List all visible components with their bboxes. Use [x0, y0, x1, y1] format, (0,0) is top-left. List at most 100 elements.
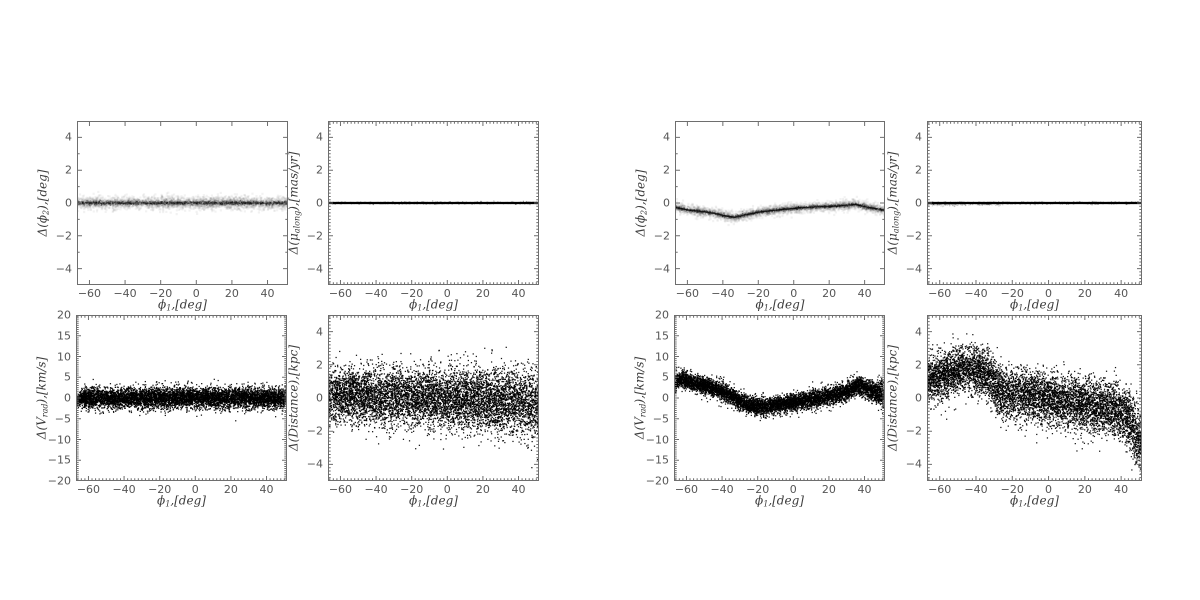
ylabel-subscript: along	[891, 210, 901, 234]
x-tick-label: 40	[259, 483, 274, 496]
x-tick-label: 40	[857, 287, 872, 300]
y-tick-label: 2	[915, 163, 922, 177]
y-tick-label: 4	[65, 130, 72, 144]
y-tick-label: 0	[915, 391, 922, 405]
x-tick-label: 0	[192, 287, 200, 300]
xlabel-suffix: ,[deg]	[768, 493, 804, 508]
y-tick-label: 4	[915, 130, 922, 144]
ylabel-prefix: Δ(ϕ	[633, 214, 648, 237]
y-tick-label: 2	[316, 163, 323, 177]
x-tick-label: −20	[746, 483, 770, 496]
y-axis-label: Δ(Vrad),[km/s]	[35, 357, 50, 439]
y-tick-label: −4	[905, 262, 922, 276]
xlabel-prefix: ϕ	[157, 493, 166, 508]
left-delta-mu-along-canvas	[328, 121, 539, 285]
x-tick-label: −60	[928, 483, 952, 496]
x-tick-label: −20	[400, 483, 424, 496]
x-tick-label: 20	[223, 483, 238, 496]
x-tick-label: 0	[1045, 483, 1053, 496]
y-tick-label: 0	[662, 391, 669, 405]
y-tick-label: −2	[905, 229, 922, 243]
y-tick-label: −4	[905, 457, 922, 471]
x-axis-label: ϕ1,[deg]	[409, 494, 458, 509]
y-tick-label: 15	[655, 329, 669, 343]
y-tick-label: 15	[57, 329, 71, 343]
x-tick-label: 0	[443, 287, 451, 300]
y-tick-label: 10	[57, 350, 71, 363]
ylabel-prefix: Δ(Distance),[kpc]	[885, 344, 900, 452]
x-axis-label: ϕ1,[deg]	[157, 494, 206, 509]
panel-right-delta-phi2: Δ(ϕ2),[deg] ϕ1,[deg] −60 −40 −20 0 20 40 −4 −2 0…	[634, 121, 885, 313]
xlabel-suffix: ,[deg]	[422, 297, 458, 312]
y-tick-label: −10	[645, 433, 669, 446]
y-tick-label: 0	[915, 196, 922, 210]
x-tick-label: −20	[1000, 483, 1024, 496]
x-tick-label: 40	[511, 287, 526, 300]
xlabel-subscript: 1	[166, 303, 172, 313]
y-tick-label: 2	[663, 163, 670, 177]
xlabel-subscript: 1	[763, 499, 769, 509]
x-tick-label: −40	[964, 287, 988, 300]
x-tick-label: 40	[1114, 483, 1129, 496]
y-tick-label: 4	[663, 130, 670, 144]
x-tick-label: −20	[746, 287, 770, 300]
ylabel-prefix: Δ(ϕ	[35, 214, 50, 237]
right-delta-phi2-canvas	[675, 121, 885, 285]
x-axis-label: ϕ1,[deg]	[409, 298, 458, 313]
y-tick-label: −2	[905, 424, 922, 438]
xlabel-prefix: ϕ	[158, 297, 167, 312]
ylabel-prefix: Δ(V	[34, 417, 49, 440]
x-tick-label: −20	[149, 287, 173, 300]
x-tick-label: −60	[328, 483, 353, 496]
y-tick-label: −5	[652, 412, 669, 426]
ylabel-suffix: ),[km/s]	[34, 356, 49, 404]
y-tick-label: −2	[306, 229, 323, 243]
panel-left-delta-mu-along: Δ(μalong),[mas/yr] ϕ1,[deg] −60 −40 −20 0 20…	[287, 121, 539, 313]
x-tick-label: −60	[76, 483, 101, 496]
panel-right-delta-vrad: Δ(Vrad),[km/s] ϕ1,[deg] −60 −40 −20 0 20 40 −2…	[633, 309, 885, 509]
x-tick-label: −20	[148, 483, 172, 496]
y-tick-label: 0	[65, 196, 72, 210]
panel-left-delta-vrad: Δ(Vrad),[km/s] ϕ1,[deg] −60 −40 −20 0 20 40 −2…	[35, 309, 287, 509]
y-tick-label: 0	[316, 196, 323, 210]
x-tick-label: −40	[710, 483, 734, 496]
x-tick-label: 20	[821, 483, 836, 496]
ylabel-prefix: Δ(μ	[885, 233, 900, 255]
y-axis-label: Δ(μalong),[mas/yr]	[287, 152, 302, 255]
ylabel-suffix: ),[deg]	[35, 169, 50, 210]
y-tick-label: −20	[645, 474, 669, 488]
x-tick-label: −40	[113, 287, 137, 300]
ylabel-subscript: 2	[41, 209, 51, 215]
y-tick-label: 2	[65, 163, 72, 177]
xlabel-prefix: ϕ	[409, 297, 418, 312]
y-axis-label: Δ(ϕ2),[deg]	[36, 170, 51, 237]
xlabel-subscript: 1	[1018, 303, 1024, 313]
y-tick-label: 20	[655, 308, 669, 322]
y-tick-label: −2	[55, 229, 72, 243]
xlabel-prefix: ϕ	[755, 493, 764, 508]
panel-left-delta-phi2: Δ(ϕ2),[deg] ϕ1,[deg] −60 −40 −20 0 20 40 −4 −2 0…	[36, 121, 288, 313]
y-tick-label: 2	[915, 358, 922, 372]
y-axis-label: Δ(μalong),[mas/yr]	[886, 152, 901, 255]
panel-left-delta-distance: Δ(Distance),[kpc] ϕ1,[deg] −60 −40 −20 0 20 4…	[287, 315, 539, 509]
y-tick-label: −10	[47, 433, 71, 446]
right-delta-mu-along-canvas	[927, 121, 1142, 285]
y-axis-label: Δ(ϕ2),[deg]	[634, 170, 649, 237]
x-axis-label: ϕ1,[deg]	[1010, 494, 1059, 509]
panel-right-delta-mu-along: Δ(μalong),[mas/yr] ϕ1,[deg] −60 −40 −20 0 20…	[886, 121, 1142, 313]
y-tick-label: −4	[306, 457, 323, 471]
y-tick-label: −15	[47, 453, 71, 467]
x-tick-label: 20	[1077, 483, 1092, 496]
x-tick-label: −60	[328, 287, 353, 300]
x-tick-label: −20	[1000, 287, 1024, 300]
y-tick-label: −4	[653, 262, 670, 276]
y-axis-label: Δ(Vrad),[km/s]	[633, 357, 648, 439]
left-delta-phi2-canvas	[77, 121, 288, 285]
ylabel-subscript: rad	[40, 403, 50, 418]
y-tick-label: −5	[54, 412, 71, 426]
xlabel-suffix: ,[deg]	[170, 493, 206, 508]
x-tick-label: 20	[822, 287, 837, 300]
x-axis-label: ϕ1,[deg]	[756, 298, 805, 313]
y-axis-label: Δ(Distance),[kpc]	[287, 345, 302, 451]
